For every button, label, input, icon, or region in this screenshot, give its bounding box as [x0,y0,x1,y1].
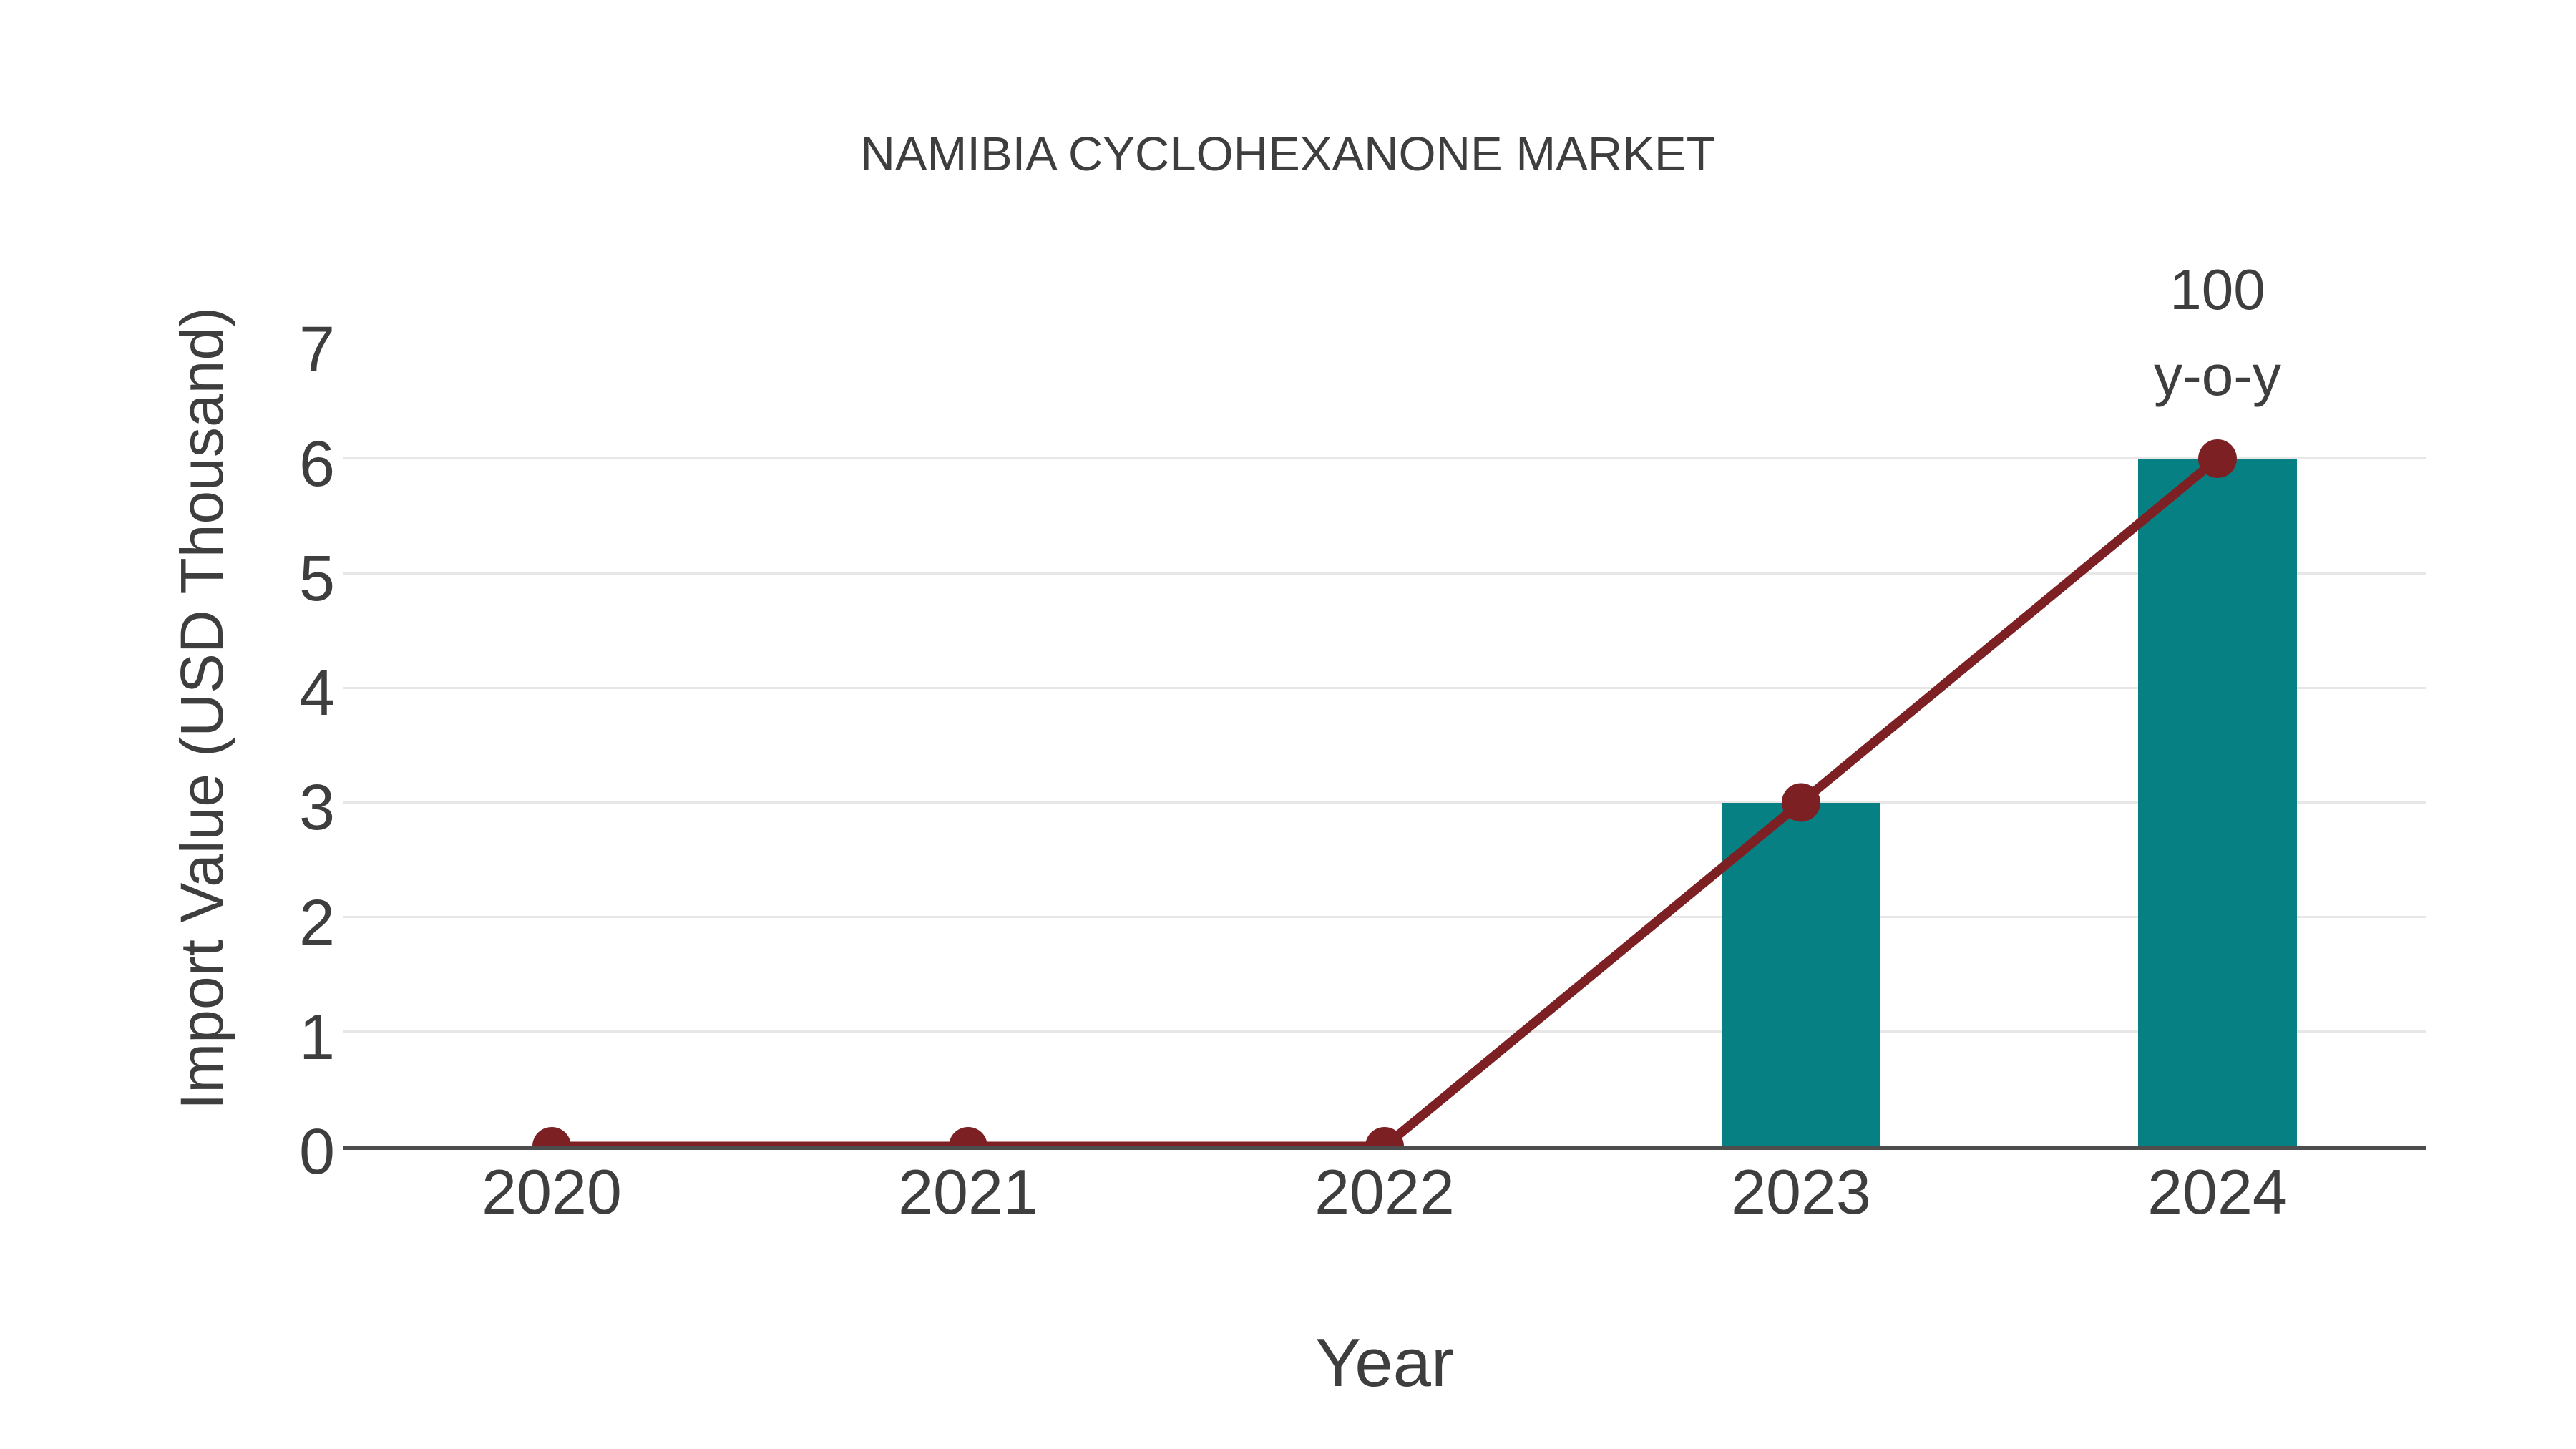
x-tick-2020: 2020 [482,1156,622,1227]
gridline-2 [343,916,2426,919]
gridline-3 [343,801,2426,804]
gridline-4 [343,686,2426,689]
line-series [532,439,2237,1146]
x-tick-2022: 2022 [1314,1156,1455,1227]
annotation-yoy: 100 y-o-y [2003,247,2432,419]
gridline-6 [343,457,2426,460]
bar-2024 [2138,458,2297,1146]
annotation-line-1: 100 [2170,258,2265,321]
marker-2023 [1782,783,1820,822]
y-tick-3: 3 [298,772,335,844]
marker-2022 [1365,1127,1404,1146]
x-axis-title: Year [1315,1324,1454,1401]
gridline-1 [343,1030,2426,1033]
marker-2024 [2198,439,2237,478]
y-tick-7: 7 [298,313,335,386]
chart-title: NAMIBIA CYCLOHEXANONE MARKET [860,127,1716,181]
x-tick-2024: 2024 [2147,1156,2288,1227]
y-tick-4: 4 [298,658,335,730]
y-tick-5: 5 [298,543,335,615]
y-tick-2: 2 [298,887,335,959]
bar-2023 [1722,802,1880,1146]
x-tick-2021: 2021 [898,1156,1038,1227]
marker-2020 [532,1127,571,1146]
y-tick-6: 6 [298,428,335,500]
annotation-line-2: y-o-y [2154,343,2281,407]
gridline-5 [343,572,2426,575]
x-tick-2023: 2023 [1731,1156,1871,1227]
line-path [552,454,2221,1146]
plot-area [343,336,2426,1150]
y-tick-1: 1 [298,1001,335,1073]
marker-2021 [949,1127,987,1146]
y-tick-0: 0 [298,1116,335,1188]
